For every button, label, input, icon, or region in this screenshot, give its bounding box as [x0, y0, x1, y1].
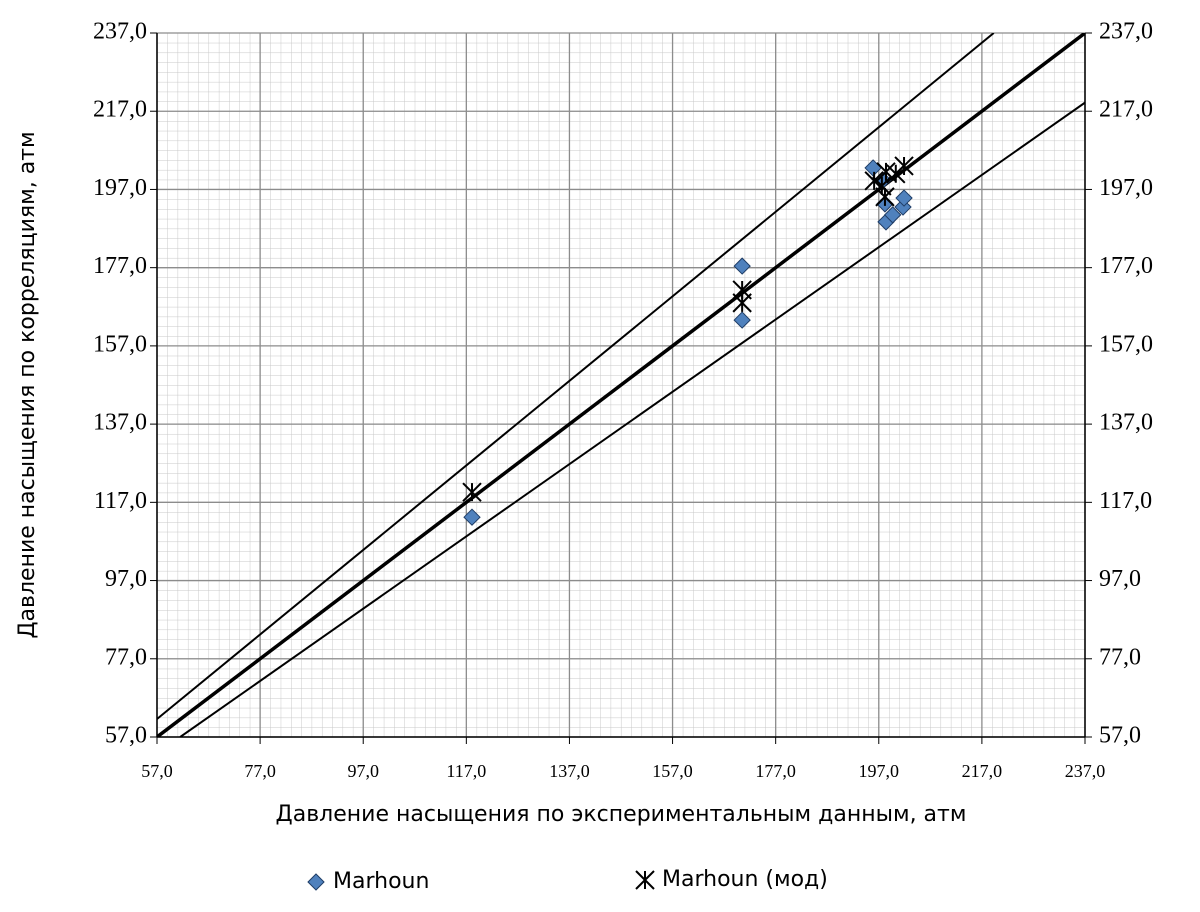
y2-tick-label: 177,0: [1099, 253, 1153, 279]
y-tick-label: 97,0: [105, 566, 147, 592]
y2-tick-label: 237,0: [1099, 19, 1153, 45]
reference-line: [157, 33, 995, 720]
y-tick-label: 237,0: [93, 19, 147, 45]
star-marker: [462, 482, 482, 502]
legend: Marhoun Marhoun (мод): [307, 867, 828, 894]
x-tick-label: 57,0: [141, 761, 173, 781]
plot-area: [157, 33, 1085, 737]
x-tick-label: 197,0: [859, 761, 900, 781]
star-marker: [872, 176, 892, 196]
y2-tick-label: 97,0: [1099, 566, 1141, 592]
y-tick-label: 197,0: [93, 175, 147, 201]
y2-tick-label: 77,0: [1099, 644, 1141, 670]
star-marker: [875, 187, 895, 207]
star-marker: [732, 293, 752, 313]
x-tick-label: 137,0: [549, 761, 590, 781]
diamond-marker: [894, 198, 912, 216]
reference-line: [179, 101, 1085, 737]
x-tick-label: 177,0: [755, 761, 796, 781]
y-tick-label: 117,0: [94, 488, 147, 514]
diamond-marker: [883, 206, 902, 224]
y-tick-label: 137,0: [93, 410, 147, 436]
diamond-marker: [895, 189, 913, 207]
star-marker: [894, 156, 914, 176]
legend-label: Marhoun (мод): [662, 867, 828, 892]
axes: 57,0 77,0 97,0 117,0 137,0 157,0 177,0 197,0 217…: [93, 19, 1153, 782]
diamond-marker: [733, 311, 751, 329]
y2-tick-label: 137,0: [1099, 410, 1153, 436]
y2-tick-label: 217,0: [1099, 97, 1153, 123]
x-tick-label: 77,0: [244, 761, 276, 781]
x-tick-label: 97,0: [347, 761, 379, 781]
y-tick-label: 217,0: [93, 97, 147, 123]
y2-tick-label: 57,0: [1099, 723, 1141, 749]
legend-marker: [635, 870, 655, 890]
y-axis-title: Давление насыщения по корреляциям, атм: [15, 131, 40, 638]
y-tick-label: 77,0: [105, 644, 147, 670]
y-tick-label: 57,0: [105, 723, 147, 749]
diamond-marker: [733, 257, 751, 275]
x-tick-label: 157,0: [652, 761, 693, 781]
reference-line: [157, 33, 1085, 737]
x-tick-label: 237,0: [1065, 761, 1106, 781]
y2-tick-label: 117,0: [1099, 488, 1152, 514]
y2-tick-label: 157,0: [1099, 331, 1153, 357]
y-tick-label: 157,0: [93, 331, 147, 357]
x-axis-title: Давление насыщения по экспериментальным …: [276, 802, 967, 827]
y-tick-label: 177,0: [93, 253, 147, 279]
x-tick-label: 217,0: [962, 761, 1003, 781]
y2-tick-label: 197,0: [1099, 175, 1153, 201]
diamond-marker: [463, 508, 481, 526]
x-tick-label: 117,0: [446, 761, 486, 781]
legend-label: Marhoun: [333, 869, 429, 894]
legend-marker: [307, 873, 325, 891]
